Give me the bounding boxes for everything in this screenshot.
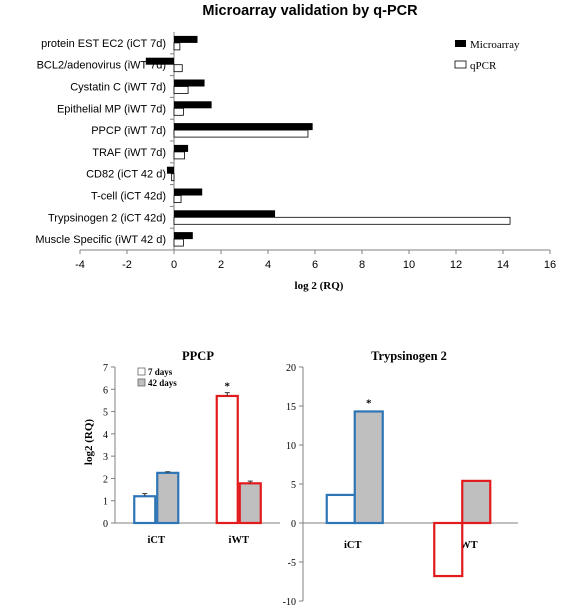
bar-42-days-iwt	[238, 482, 262, 525]
chart-legend: Microarray qPCR	[454, 39, 520, 72]
y-tick-label: 5	[103, 408, 108, 419]
bar-microarray-ppcp-iwt-7d	[174, 123, 313, 131]
bar-microarray-cd82-ict-42-d	[166, 166, 174, 174]
bar-7-days-iwt	[215, 394, 239, 525]
bar-qpcr-epithelial-mp-iwt-7d	[173, 107, 184, 116]
plot-area: 0 1 2 3 4 5 6 7 iCT iWT *	[103, 363, 280, 546]
x-tick-label-ict: iCT	[344, 540, 362, 551]
bar-qpcr-cystatin-c-iwt-7d	[173, 86, 189, 94]
x-tick-label: 14	[497, 259, 509, 271]
x-tick-label: 12	[450, 259, 462, 271]
legend-swatch-42-days	[137, 378, 146, 387]
bar-qpcr-muscle-specific-iwt-42-d	[173, 238, 184, 247]
category-label-protein-est-ec2-ict-7d: protein EST EC2 (iCT 7d)	[41, 38, 166, 50]
x-tick-label: 8	[359, 259, 365, 271]
bar-microarray-traf-iwt-7d	[174, 144, 189, 152]
bar-series-1-ict	[325, 493, 356, 525]
category-label-muscle-specific-iwt-42-d: Muscle Specific (iWT 42 d)	[35, 234, 166, 246]
category-label-traf-iwt-7d: TRAF (iWT 7d)	[92, 147, 166, 159]
legend-label-42-days: 42 days	[148, 378, 177, 388]
bar-microarray-cystatin-c-iwt-7d	[174, 79, 205, 87]
significance-asterisk: *	[225, 381, 231, 393]
x-tick-label-ict: iCT	[147, 535, 165, 546]
y-tick-label: -5	[288, 558, 296, 569]
legend-swatch-qpcr	[454, 60, 467, 69]
bar-qpcr-ppcp-iwt-7d	[173, 129, 309, 138]
chart-title: Microarray validation by q-PCR	[202, 3, 418, 19]
category-label-cd82-ict-42-d: CD82 (iCT 42 d)	[86, 169, 166, 181]
category-label-epithelial-mp-iwt-7d: Epithelial MP (iWT 7d)	[57, 103, 166, 115]
legend-swatch-7-days	[137, 367, 146, 376]
y-tick-label: 7	[103, 363, 108, 374]
bar-series-2-i-wt	[461, 479, 492, 525]
y-tick-label: 4	[103, 430, 108, 441]
bar-qpcr-cd82-ict-42-d	[171, 173, 175, 182]
y-tick-label: -10	[283, 597, 296, 607]
y-tick-label: 0	[291, 519, 296, 530]
x-tick-label: 16	[544, 259, 556, 271]
legend-label-7-days: 7 days	[148, 367, 173, 377]
y-tick-label: 2	[103, 474, 108, 485]
x-tick-label: -4	[75, 259, 85, 271]
x-tick-label: 10	[403, 259, 415, 271]
y-tick-label: 15	[286, 402, 296, 413]
category-label-cystatin-c-iwt-7d: Cystatin C (iWT 7d)	[70, 82, 166, 94]
x-tick-label: 4	[265, 259, 271, 271]
y-axis-label: log2 (RQ)	[83, 419, 95, 465]
bar-series-1-i-wt	[433, 521, 464, 578]
trypsinogen-2-chart: Trypsinogen 2 -10 -5 0 5 10 15 20 iCT i WT *	[283, 349, 518, 607]
x-tick-label: 2	[218, 259, 224, 271]
bar-microarray-muscle-specific-iwt-42-d	[174, 232, 193, 240]
y-tick-label: 20	[286, 363, 296, 374]
bar-microarray-epithelial-mp-iwt-7d	[174, 101, 212, 109]
bar-microarray-t-cell-ict-42d	[174, 188, 203, 196]
microarray-validation-chart: Microarray validation by q-PCR Microarra…	[35, 3, 556, 292]
bar-qpcr-traf-iwt-7d	[173, 151, 185, 160]
y-tick-label: 10	[286, 441, 296, 452]
bar-qpcr-trypsinogen-2-ict-42d	[173, 216, 511, 225]
ppcp-chart: PPCP log2 (RQ) 7 days 42 days 0 1 2 3 4 5 6 7 iC…	[83, 349, 280, 546]
x-axis-label: log 2 (RQ)	[295, 280, 344, 292]
bar-qpcr-t-cell-ict-42d	[173, 195, 182, 203]
y-tick-label: 6	[103, 385, 108, 396]
y-tick-label: 1	[103, 497, 108, 508]
y-tick-label: 5	[291, 480, 296, 491]
x-tick-label-i-wt: i WT	[455, 540, 478, 551]
bar-series-2-ict	[353, 410, 384, 525]
x-tick-label: -2	[122, 259, 132, 271]
chart-title: Trypsinogen 2	[371, 349, 447, 363]
bar-qpcr-bcl2-adenovirus-iwt-7d	[173, 64, 183, 73]
bar-7-days-ict	[133, 495, 157, 525]
x-tick-label: 6	[312, 259, 318, 271]
bar-qpcr-protein-est-ec2-ict-7d	[173, 42, 181, 51]
bar-42-days-ict	[156, 471, 180, 525]
legend-label-microarray: Microarray	[470, 39, 520, 51]
category-label-ppcp-iwt-7d: PPCP (iWT 7d)	[91, 125, 166, 137]
y-tick-label: 0	[103, 519, 108, 530]
legend-swatch-microarray	[455, 40, 466, 47]
chart-legend: 7 days 42 days	[137, 367, 177, 388]
plot-area: -4 -2 0 2 4 6 8 10 12 14 16 protein EST EC2 (iCT 7d…	[35, 32, 556, 271]
significance-asterisk: *	[366, 397, 372, 409]
category-label-bcl2-adenovirus-iwt-7d: BCL2/adenovirus (iWT 7d)	[37, 60, 166, 72]
bar-microarray-protein-est-ec2-ict-7d	[174, 35, 198, 43]
y-tick-label: 3	[103, 452, 108, 463]
category-label-t-cell-ict-42d: T-cell (iCT 42d)	[91, 191, 166, 203]
category-label-trypsinogen-2-ict-42d: Trypsinogen 2 (iCT 42d)	[48, 212, 166, 224]
bar-microarray-trypsinogen-2-ict-42d	[174, 210, 276, 218]
chart-title: PPCP	[182, 349, 214, 363]
legend-label-qpcr: qPCR	[470, 60, 497, 72]
plot-area: -10 -5 0 5 10 15 20 iCT i WT *	[283, 363, 518, 607]
x-tick-label: 0	[171, 259, 177, 271]
x-tick-label-iwt: iWT	[229, 535, 249, 546]
bar-microarray-bcl2-adenovirus-iwt-7d	[145, 57, 174, 65]
